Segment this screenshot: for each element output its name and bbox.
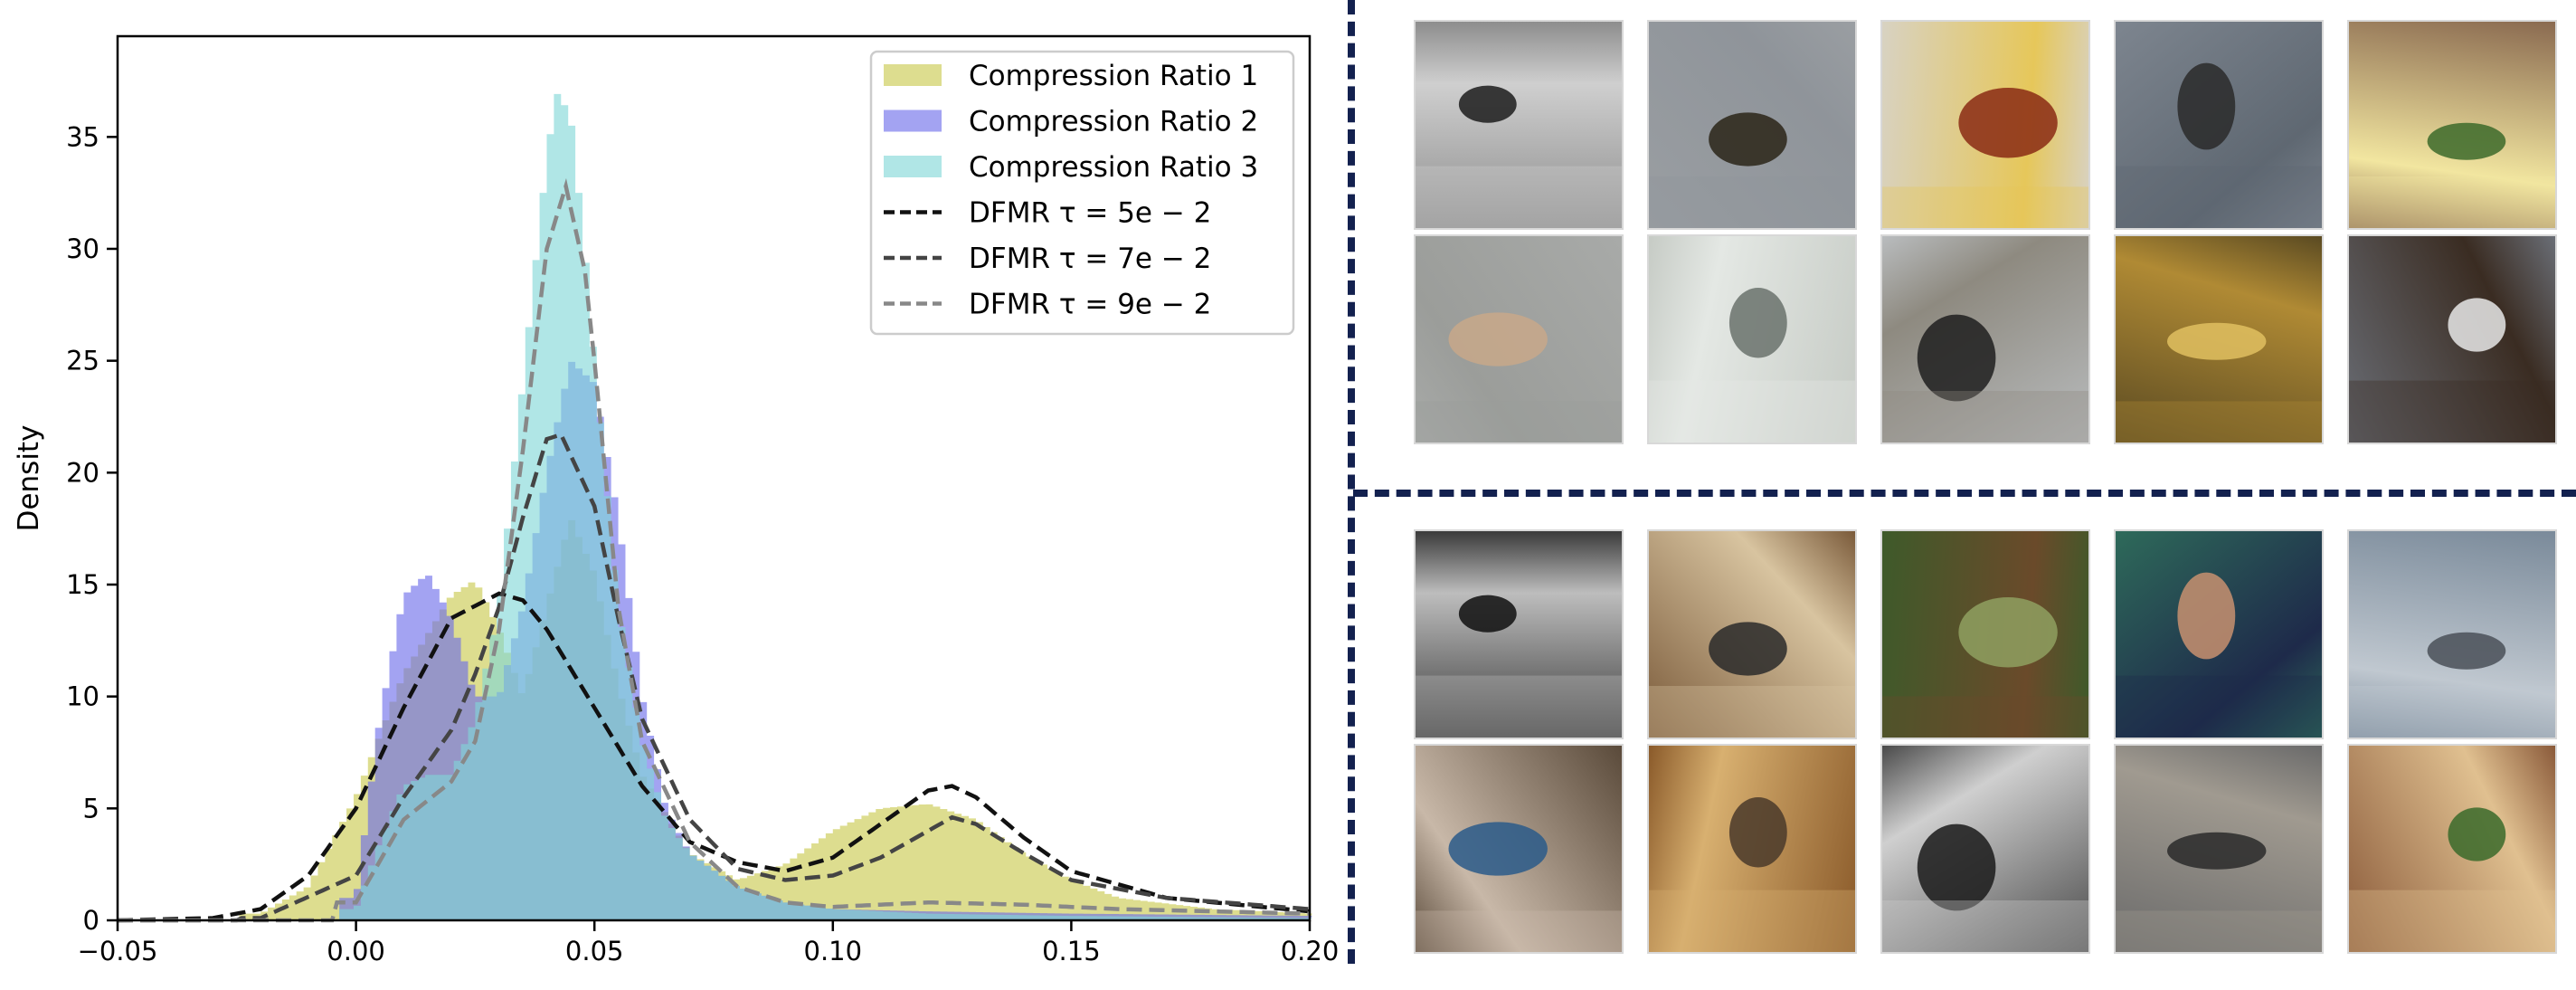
vertical-divider — [1348, 0, 1355, 964]
y-axis-label: Density — [13, 425, 45, 532]
x-tick-label: −0.05 — [78, 936, 158, 966]
y-tick-label: 15 — [66, 569, 99, 600]
sample-grid-bottom — [1414, 529, 2557, 954]
y-tick-label: 30 — [66, 233, 99, 264]
legend-swatch — [884, 156, 942, 177]
y-tick-label: 35 — [66, 121, 99, 152]
x-tick-label: 0.10 — [804, 936, 863, 966]
thumb-people-dining — [1647, 529, 1857, 739]
x-tick-label: 0.20 — [1281, 936, 1340, 966]
y-tick-label: 0 — [83, 905, 99, 936]
thumb-group-photo-bw — [1880, 744, 2090, 954]
legend-label: Compression Ratio 3 — [969, 151, 1258, 184]
sample-grid-top — [1414, 20, 2557, 444]
thumb-kids-game — [2114, 529, 2324, 739]
x-tick-label: 0.15 — [1042, 936, 1101, 966]
thumb-surfers-beach — [1880, 234, 2090, 444]
density-curve-3 — [118, 177, 1311, 923]
legend-swatch — [884, 64, 942, 86]
legend-label: Compression Ratio 1 — [969, 60, 1258, 92]
thumb-garden-bench — [1880, 529, 2090, 739]
thumb-airplane-moon — [1414, 234, 1624, 444]
legend-label: DFMR τ = 9e − 2 — [969, 289, 1211, 321]
thumb-city-street-bw — [1414, 529, 1624, 739]
thumb-truck-crowd — [1414, 744, 1624, 954]
thumb-airplane-sky — [1647, 20, 1857, 230]
histogram-1 — [118, 519, 1312, 920]
histogram-2 — [118, 361, 1312, 920]
x-tick-label: 0.05 — [565, 936, 624, 966]
thumb-airplane-clouds — [1414, 20, 1624, 230]
x-tick-label: 0.00 — [327, 936, 385, 966]
legend-label: DFMR τ = 7e − 2 — [969, 243, 1211, 275]
thumb-bird-water — [2114, 20, 2324, 230]
y-tick-label: 20 — [66, 457, 99, 488]
thumb-donut-bowl — [1880, 20, 2090, 230]
density-curve-2 — [118, 432, 1311, 923]
density-chart: −0.05 0.00 0.05 0.10 0.15 0.20 0 5 10 15 20 25 30 35 D… — [13, 34, 1340, 966]
thumb-bathroom-mirror — [1647, 234, 1857, 444]
y-tick-label: 25 — [66, 346, 99, 376]
legend-label: Compression Ratio 2 — [969, 106, 1258, 138]
thumb-food-collage — [2347, 744, 2557, 954]
y-tick-label: 5 — [83, 793, 99, 823]
density-curve-1 — [117, 591, 1311, 923]
thumb-bird-cow — [2347, 234, 2557, 444]
y-tick-label: 10 — [66, 681, 99, 712]
thumb-boat-sand — [2114, 234, 2324, 444]
thumb-city-road — [2347, 529, 2557, 739]
horizontal-divider — [1353, 490, 2576, 497]
legend-swatch — [884, 109, 942, 132]
legend-box — [869, 50, 1295, 336]
thumb-train-tracks — [2114, 744, 2324, 954]
plot-frame — [116, 34, 1312, 922]
legend-label: DFMR τ = 5e − 2 — [969, 197, 1211, 230]
thumb-flower-vase — [2347, 20, 2557, 230]
thumb-pizza-table — [1647, 744, 1857, 954]
